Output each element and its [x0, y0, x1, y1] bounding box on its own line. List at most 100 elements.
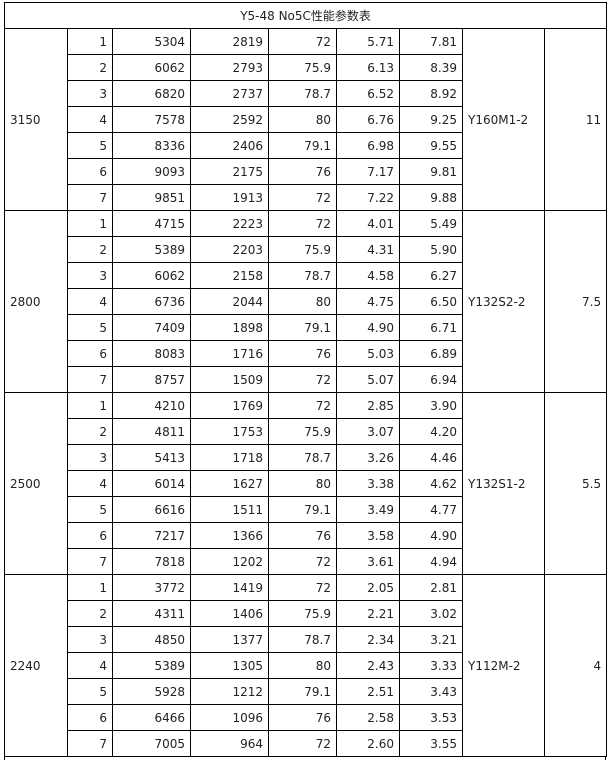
row-index-cell: 2	[67, 600, 113, 627]
shaft-power-cell: 2.34	[336, 626, 400, 653]
table-row: 6 6466 1096 76 2.58 3.53	[5, 704, 607, 731]
efficiency-cell: 72	[268, 730, 337, 757]
required-power-cell: 8.39	[399, 54, 463, 81]
required-power-cell: 9.25	[399, 106, 463, 133]
table-row: 6 9093 2175 76 7.17 9.81	[5, 158, 607, 185]
flow-cell: 6014	[112, 470, 191, 497]
row-index-cell: 4	[67, 470, 113, 497]
shaft-power-cell: 2.85	[336, 392, 400, 419]
pressure-cell: 1377	[190, 626, 269, 653]
table-row: 3 5413 1718 78.7 3.26 4.46	[5, 444, 607, 471]
row-index-cell: 6	[67, 704, 113, 731]
row-index-cell: 4	[67, 652, 113, 679]
pressure-cell: 1718	[190, 444, 269, 471]
pressure-cell: 1305	[190, 652, 269, 679]
efficiency-cell: 72	[268, 548, 337, 575]
required-power-cell: 4.46	[399, 444, 463, 471]
pressure-cell: 2158	[190, 262, 269, 289]
motor-power-cell: 5.5	[543, 392, 608, 575]
row-index-cell: 5	[67, 678, 113, 705]
shaft-power-cell: 3.26	[336, 444, 400, 471]
performance-sheet: Y5-48 No5C性能参数表 3150 1 5304 2819 72 5.71 7.81 Y…	[3, 2, 608, 760]
shaft-power-cell: 2.05	[336, 574, 400, 601]
required-power-cell: 4.90	[399, 522, 463, 549]
flow-cell: 4311	[112, 600, 191, 627]
table-row: 5 8336 2406 79.1 6.98 9.55	[5, 132, 607, 159]
pressure-cell: 2044	[190, 288, 269, 315]
row-index-cell: 4	[67, 288, 113, 315]
efficiency-cell: 79.1	[268, 496, 337, 523]
pressure-cell: 1913	[190, 184, 269, 211]
pressure-cell: 964	[190, 730, 269, 757]
flow-cell: 6616	[112, 496, 191, 523]
efficiency-cell: 78.7	[268, 626, 337, 653]
shaft-power-cell: 3.61	[336, 548, 400, 575]
row-index-cell: 5	[67, 132, 113, 159]
efficiency-cell: 79.1	[268, 132, 337, 159]
efficiency-cell: 76	[268, 704, 337, 731]
shaft-power-cell: 2.43	[336, 652, 400, 679]
required-power-cell: 3.90	[399, 392, 463, 419]
shaft-power-cell: 6.98	[336, 132, 400, 159]
speed-cell: 3150	[4, 28, 68, 211]
required-power-cell: 6.27	[399, 262, 463, 289]
efficiency-cell: 72	[268, 28, 337, 55]
motor-power-cell: 4	[543, 574, 608, 757]
flow-cell: 9851	[112, 184, 191, 211]
flow-cell: 8336	[112, 132, 191, 159]
required-power-cell: 6.94	[399, 366, 463, 393]
efficiency-cell: 76	[268, 158, 337, 185]
required-power-cell: 8.92	[399, 80, 463, 107]
required-power-cell: 3.53	[399, 704, 463, 731]
table-row: 4 5389 1305 80 2.43 3.33	[5, 652, 607, 679]
pressure-cell: 1898	[190, 314, 269, 341]
shaft-power-cell: 3.49	[336, 496, 400, 523]
required-power-cell: 4.77	[399, 496, 463, 523]
table-continuation	[4, 757, 606, 760]
flow-cell: 5413	[112, 444, 191, 471]
speed-cell: 2800	[4, 210, 68, 393]
efficiency-cell: 76	[268, 340, 337, 367]
flow-cell: 6736	[112, 288, 191, 315]
flow-cell: 8757	[112, 366, 191, 393]
pressure-cell: 2793	[190, 54, 269, 81]
motor-model-cell: Y160M1-2	[462, 28, 545, 211]
pressure-cell: 2203	[190, 236, 269, 263]
row-index-cell: 3	[67, 262, 113, 289]
pressure-cell: 2406	[190, 132, 269, 159]
shaft-power-cell: 4.31	[336, 236, 400, 263]
pressure-cell: 1716	[190, 340, 269, 367]
required-power-cell: 4.20	[399, 418, 463, 445]
table-row: 3 6820 2737 78.7 6.52 8.92	[5, 80, 607, 107]
motor-model-cell: Y112M-2	[462, 574, 545, 757]
efficiency-cell: 80	[268, 106, 337, 133]
flow-cell: 7818	[112, 548, 191, 575]
shaft-power-cell: 2.51	[336, 678, 400, 705]
table-row: 3150 1 5304 2819 72 5.71 7.81 Y160M1-2 11	[4, 28, 608, 211]
row-index-cell: 2	[67, 54, 113, 81]
row-index-cell: 7	[67, 184, 113, 211]
row-index-cell: 3	[67, 80, 113, 107]
table-row: 7 7005 964 72 2.60 3.55	[5, 730, 607, 757]
row-index-cell: 7	[67, 366, 113, 393]
required-power-cell: 6.89	[399, 340, 463, 367]
pressure-cell: 1511	[190, 496, 269, 523]
required-power-cell: 4.94	[399, 548, 463, 575]
pressure-cell: 2819	[190, 28, 269, 55]
required-power-cell: 9.81	[399, 158, 463, 185]
row-index-cell: 1	[67, 392, 113, 419]
shaft-power-cell: 5.03	[336, 340, 400, 367]
flow-cell: 4850	[112, 626, 191, 653]
shaft-power-cell: 3.38	[336, 470, 400, 497]
efficiency-cell: 78.7	[268, 80, 337, 107]
shaft-power-cell: 5.07	[336, 366, 400, 393]
row-index-cell: 6	[67, 522, 113, 549]
flow-cell: 7005	[112, 730, 191, 757]
table-row: 4 6736 2044 80 4.75 6.50	[5, 288, 607, 315]
efficiency-cell: 72	[268, 184, 337, 211]
efficiency-cell: 78.7	[268, 262, 337, 289]
flow-cell: 3772	[112, 574, 191, 601]
efficiency-cell: 75.9	[268, 54, 337, 81]
table-row: 2240 1 3772 1419 72 2.05 2.81 Y112M-2 4	[4, 574, 608, 757]
efficiency-cell: 80	[268, 288, 337, 315]
